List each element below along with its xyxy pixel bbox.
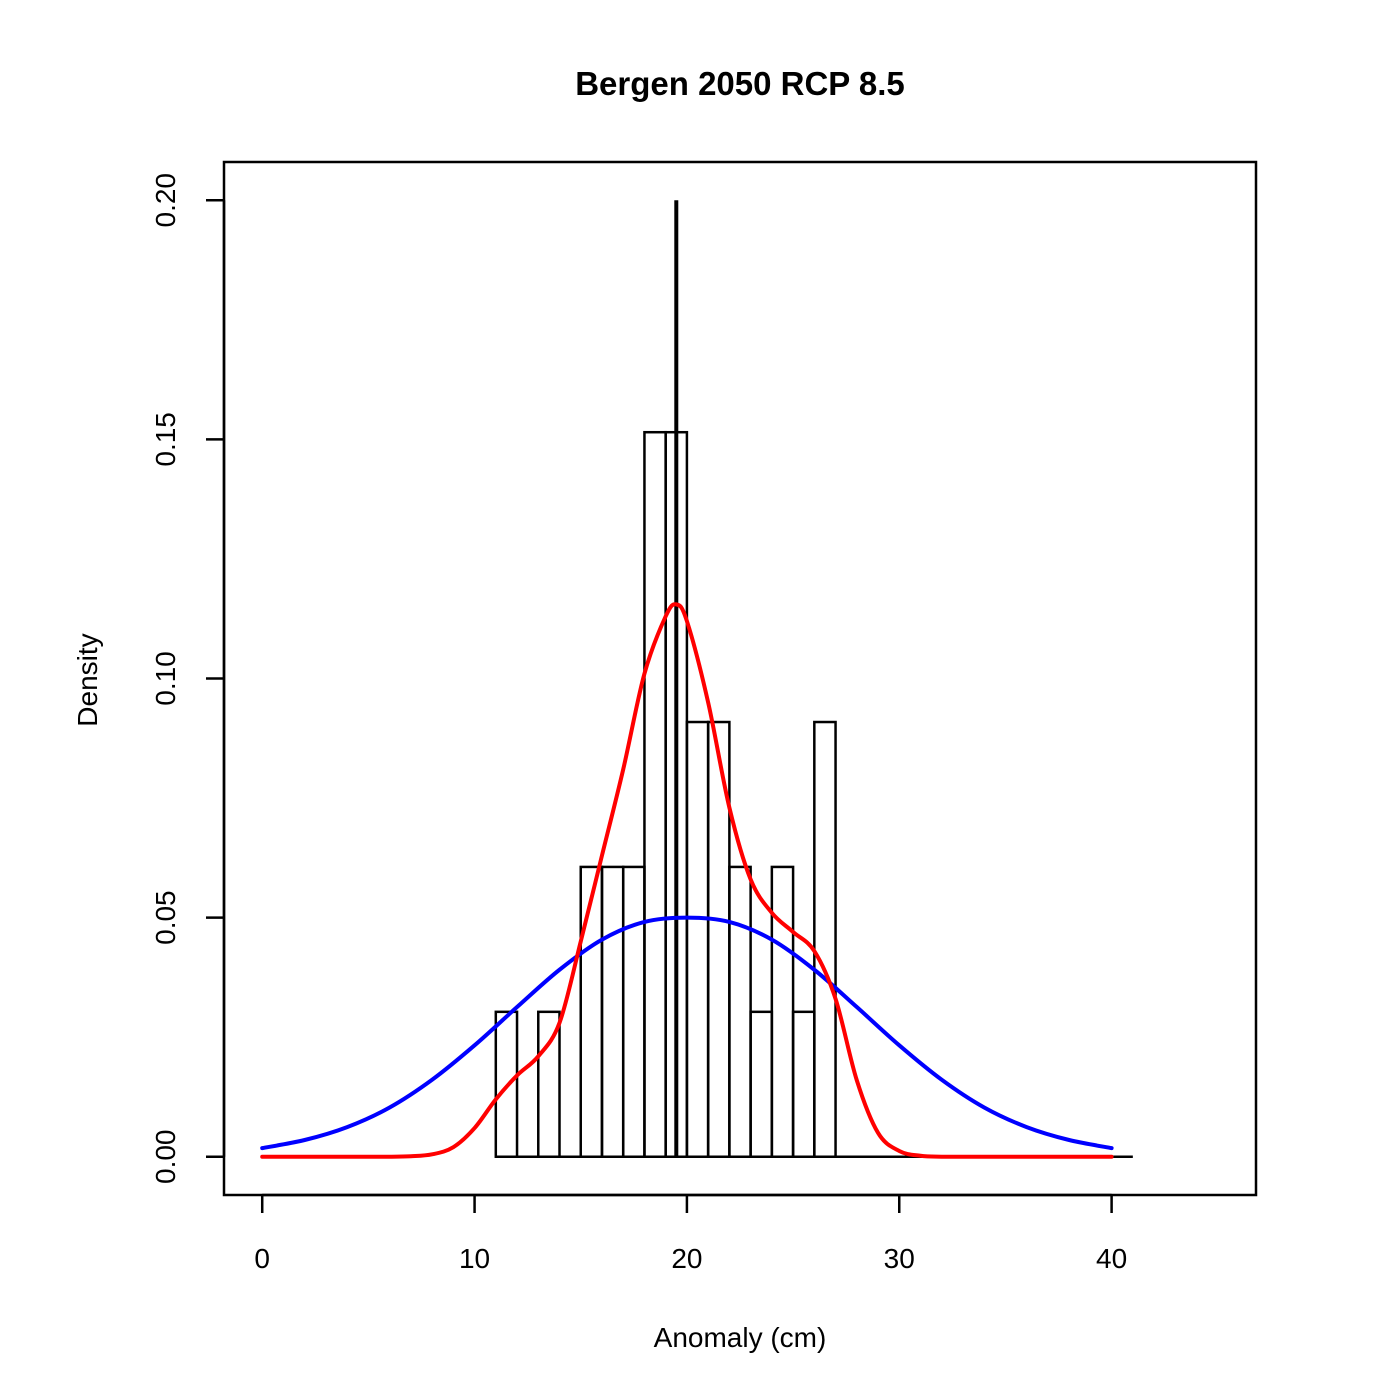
y-axis-label: Density (72, 633, 103, 726)
histogram-group (494, 200, 1133, 1158)
y-tick-label: 0.00 (150, 1129, 181, 1184)
density-curve (260, 602, 1114, 1159)
histogram-bar (770, 865, 795, 1158)
y-tick-label: 0.15 (150, 412, 181, 467)
histogram-bar (579, 865, 604, 1158)
x-tick-label: 0 (254, 1243, 270, 1274)
plot-frame (222, 160, 1258, 1197)
normal-fit-curve (260, 915, 1114, 1151)
x-axis-label: Anomaly (cm) (654, 1322, 827, 1353)
y-tick-label: 0.05 (150, 890, 181, 945)
histogram-bar (643, 430, 667, 1158)
histogram-bar (685, 720, 710, 1158)
x-axis: 0 10 20 30 40 (254, 1193, 1127, 1274)
histogram-bar (621, 865, 646, 1158)
curves-group (260, 602, 1114, 1159)
histogram-bar (728, 865, 752, 1158)
x-tick-label: 40 (1096, 1243, 1127, 1274)
histogram-bar (813, 720, 837, 1158)
y-tick-label: 0.20 (150, 173, 181, 228)
x-tick-label: 10 (459, 1243, 490, 1274)
y-tick-label: 0.10 (150, 651, 181, 706)
y-axis: 0.00 0.05 0.10 0.15 0.20 (150, 173, 226, 1184)
histogram-bar (600, 865, 625, 1158)
x-tick-label: 20 (671, 1243, 702, 1274)
x-tick-label: 30 (884, 1243, 915, 1274)
chart-title: Bergen 2050 RCP 8.5 (575, 65, 905, 102)
histogram-bar (749, 1010, 774, 1158)
histogram-bar (791, 1010, 816, 1158)
